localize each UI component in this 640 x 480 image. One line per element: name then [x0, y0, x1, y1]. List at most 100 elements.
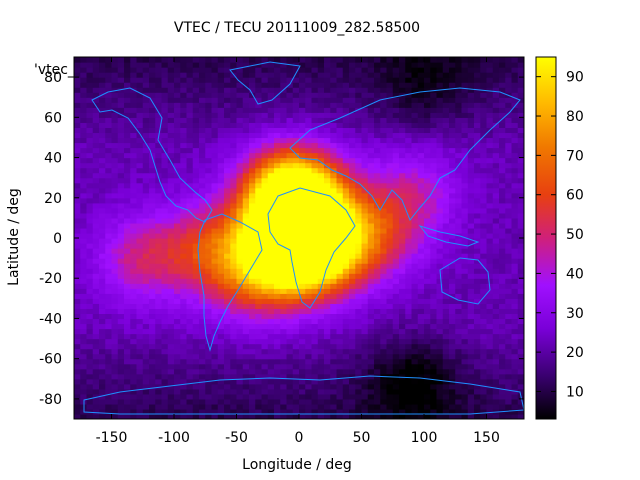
- heatmap-cell: [292, 97, 300, 103]
- heatmap-cell: [230, 157, 238, 164]
- heatmap-cell: [430, 248, 438, 254]
- heatmap-cell: [267, 313, 275, 320]
- heatmap-cell: [117, 217, 125, 224]
- heatmap-cell: [342, 77, 350, 83]
- heatmap-cell: [199, 207, 206, 214]
- heatmap-cell: [74, 112, 81, 118]
- heatmap-cell: [430, 132, 438, 139]
- heatmap-cell: [349, 253, 356, 259]
- heatmap-cell: [117, 398, 125, 405]
- heatmap-cell: [286, 177, 294, 184]
- heatmap-cell: [299, 162, 306, 169]
- heatmap-cell: [399, 122, 406, 128]
- heatmap-cell: [411, 363, 419, 370]
- heatmap-cell: [217, 258, 225, 264]
- heatmap-cell: [461, 368, 469, 375]
- heatmap-cell: [449, 187, 456, 194]
- heatmap-cell: [211, 413, 219, 419]
- heatmap-cell: [261, 117, 269, 123]
- heatmap-cell: [317, 408, 325, 415]
- heatmap-cell: [280, 308, 288, 315]
- heatmap-cell: [155, 393, 163, 400]
- heatmap-cell: [342, 117, 350, 123]
- heatmap-cell: [261, 92, 269, 98]
- heatmap-cell: [217, 268, 225, 274]
- heatmap-cell: [424, 238, 431, 244]
- heatmap-cell: [355, 232, 363, 239]
- heatmap-cell: [111, 358, 119, 365]
- heatmap-cell: [205, 333, 213, 340]
- heatmap-cell: [417, 102, 425, 108]
- heatmap-cell: [124, 147, 131, 154]
- heatmap-cell: [424, 172, 431, 179]
- heatmap-cell: [161, 197, 169, 204]
- heatmap-cell: [480, 328, 488, 335]
- heatmap-cell: [517, 182, 524, 189]
- heatmap-cell: [167, 92, 175, 98]
- heatmap-cell: [261, 263, 269, 269]
- heatmap-cell: [111, 363, 119, 370]
- heatmap-cell: [86, 217, 94, 224]
- heatmap-cell: [392, 227, 400, 234]
- heatmap-cell: [292, 383, 300, 390]
- heatmap-cell: [274, 222, 281, 229]
- heatmap-cell: [167, 273, 175, 279]
- heatmap-cell: [124, 288, 131, 294]
- heatmap-cell: [242, 177, 250, 184]
- heatmap-cell: [249, 152, 256, 159]
- heatmap-cell: [361, 217, 369, 224]
- heatmap-cell: [505, 72, 513, 78]
- heatmap-cell: [130, 278, 138, 284]
- heatmap-cell: [411, 167, 419, 174]
- heatmap-cell: [224, 222, 231, 229]
- heatmap-cell: [399, 112, 406, 118]
- heatmap-cell: [111, 253, 119, 259]
- chart-title: VTEC / TECU 20111009_282.58500: [174, 20, 420, 36]
- heatmap-cell: [186, 283, 194, 289]
- heatmap-cell: [486, 87, 494, 93]
- heatmap-cell: [86, 187, 94, 194]
- heatmap-cell: [424, 393, 431, 400]
- heatmap-cell: [136, 343, 144, 350]
- heatmap-cell: [192, 323, 200, 330]
- heatmap-cell: [455, 112, 463, 118]
- heatmap-cell: [180, 122, 188, 128]
- heatmap-cell: [92, 273, 100, 279]
- heatmap-cell: [280, 192, 288, 199]
- heatmap-cell: [261, 77, 269, 83]
- heatmap-cell: [342, 238, 350, 244]
- heatmap-cell: [461, 172, 469, 179]
- heatmap-cell: [186, 253, 194, 259]
- heatmap-cell: [92, 268, 100, 274]
- heatmap-cell: [99, 77, 106, 83]
- heatmap-cell: [205, 122, 213, 128]
- heatmap-cell: [149, 333, 156, 340]
- heatmap-cell: [186, 348, 194, 355]
- heatmap-cell: [267, 172, 275, 179]
- heatmap-cell: [174, 82, 181, 88]
- heatmap-cell: [105, 187, 113, 194]
- heatmap-cell: [99, 142, 106, 149]
- heatmap-cell: [230, 353, 238, 360]
- heatmap-cell: [355, 142, 363, 149]
- heatmap-cell: [480, 308, 488, 315]
- heatmap-cell: [349, 373, 356, 380]
- heatmap-cell: [167, 368, 175, 375]
- heatmap-cell: [74, 227, 81, 234]
- heatmap-cell: [242, 263, 250, 269]
- heatmap-cell: [355, 212, 363, 219]
- heatmap-cell: [442, 222, 450, 229]
- heatmap-cell: [217, 358, 225, 365]
- heatmap-cell: [392, 368, 400, 375]
- heatmap-cell: [467, 197, 475, 204]
- heatmap-cell: [224, 278, 231, 284]
- heatmap-cell: [349, 348, 356, 355]
- heatmap-cell: [224, 358, 231, 365]
- heatmap-cell: [317, 212, 325, 219]
- heatmap-cell: [192, 112, 200, 118]
- heatmap-cell: [80, 248, 88, 254]
- heatmap-cell: [392, 142, 400, 149]
- heatmap-cell: [374, 77, 381, 83]
- heatmap-cell: [461, 288, 469, 294]
- heatmap-cell: [286, 87, 294, 93]
